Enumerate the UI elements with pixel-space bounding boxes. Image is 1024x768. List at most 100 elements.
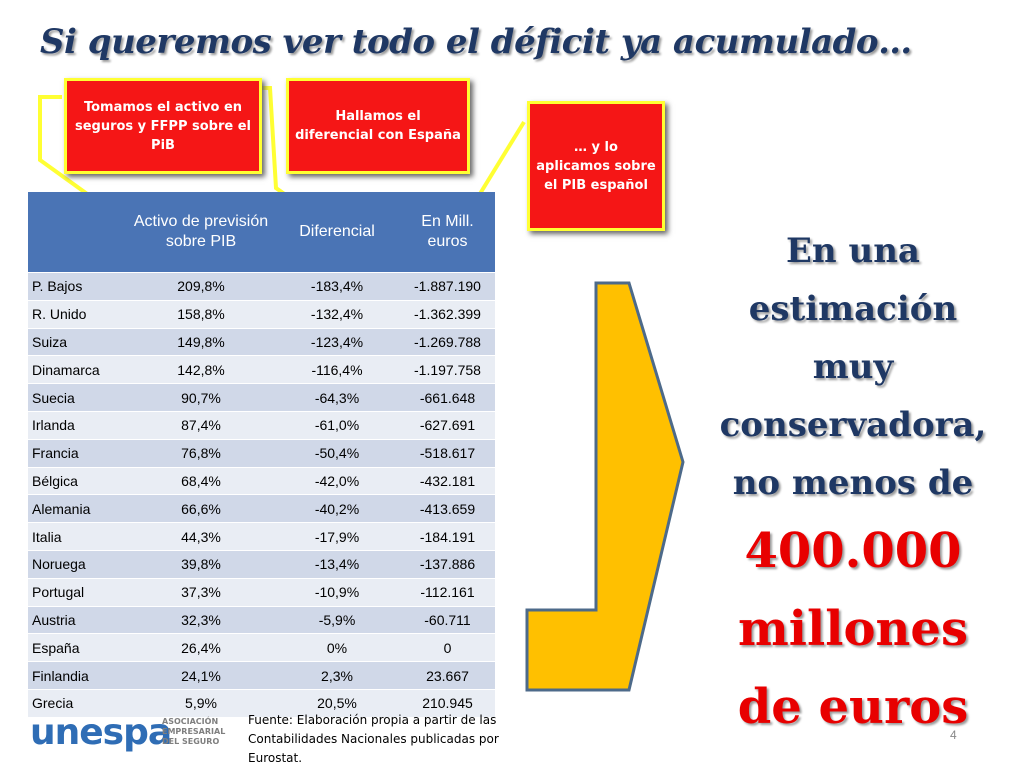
cell-country: Suecia [28,383,128,412]
page-number: 4 [950,728,957,742]
cell-diferencial: 0% [274,633,400,662]
cell-millones: -413.659 [400,494,495,523]
table-row: Portugal 37,3% -10,9% -112.161 [28,577,495,607]
table-row: Finlandia 24,1% 2,3% 23.667 [28,661,495,690]
cell-activo: 66,6% [128,494,274,523]
cell-millones: 0 [400,633,495,662]
table-row: Noruega 39,8% -13,4% -137.886 [28,549,495,579]
table-row: Austria 32,3% -5,9% -60.711 [28,605,495,634]
header-diferencial: Diferencial [274,192,400,273]
cell-millones: -184.191 [400,522,495,551]
cell-activo: 149,8% [128,327,274,356]
conclusion-line-3: muy [812,347,894,387]
table-body: P. Bajos 209,8% -183,4% -1.887.190 R. Unido 1… [28,272,495,717]
table-row: P. Bajos 209,8% -183,4% -1.887.190 [28,272,495,301]
cell-diferencial: -13,4% [274,549,400,579]
callout-activo: Tomamos el activo en seguros y FFPP sobr… [64,78,262,174]
cell-millones: 23.667 [400,661,495,690]
callout-diferencial: Hallamos el diferencial con España [286,78,470,174]
cell-activo: 37,3% [128,577,274,607]
cell-diferencial: 20,5% [274,688,400,717]
unespa-logo: unespa [30,712,172,753]
conclusion-line-5: no menos de [732,463,974,503]
cell-activo: 26,4% [128,633,274,662]
cell-country: Grecia [28,688,128,717]
cell-country: P. Bajos [28,272,128,301]
table-row: Francia 76,8% -50,4% -518.617 [28,438,495,468]
cell-activo: 90,7% [128,383,274,412]
cell-activo: 158,8% [128,299,274,329]
table-row: Grecia 5,9% 20,5% 210.945 [28,688,495,717]
cell-activo: 32,3% [128,605,274,634]
cell-millones: -518.617 [400,438,495,468]
cell-country: Austria [28,605,128,634]
table-row: España 26,4% 0% 0 [28,633,495,662]
cell-country: Dinamarca [28,355,128,384]
header-country [28,192,128,273]
cell-millones: -1.269.788 [400,327,495,356]
header-millones: En Mill. euros [400,192,495,273]
cell-country: R. Unido [28,299,128,329]
table-row: Suiza 149,8% -123,4% -1.269.788 [28,327,495,356]
pension-assets-table: Activo de previsión sobre PIB Diferencia… [28,192,495,717]
conclusion-text: En una estimación muy conservadora, no m… [686,222,1020,746]
cell-millones: -627.691 [400,410,495,440]
cell-country: Irlanda [28,410,128,440]
cell-diferencial: -132,4% [274,299,400,329]
cell-country: Alemania [28,494,128,523]
cell-millones: -137.886 [400,549,495,579]
conclusion-line-2: estimación [748,289,958,329]
cell-millones: -60.711 [400,605,495,634]
cell-activo: 24,1% [128,661,274,690]
cell-millones: -1.887.190 [400,272,495,301]
cell-activo: 68,4% [128,466,274,495]
cell-country: Portugal [28,577,128,607]
slide-title: Si queremos ver todo el déficit ya acumu… [40,22,912,62]
cell-country: Francia [28,438,128,468]
table-row: Irlanda 87,4% -61,0% -627.691 [28,410,495,440]
cell-activo: 76,8% [128,438,274,468]
cell-diferencial: -123,4% [274,327,400,356]
cell-diferencial: -61,0% [274,410,400,440]
amount-line-1: 400.000 [744,523,962,579]
unespa-logo-subtitle: ASOCIACIÓN EMPRESARIAL DEL SEGURO [162,717,226,746]
cell-country: Finlandia [28,661,128,690]
cell-diferencial: 2,3% [274,661,400,690]
cell-millones: -1.197.758 [400,355,495,384]
cell-country: Bélgica [28,466,128,495]
right-arrow-shape [525,281,685,692]
conclusion-line-4: conservadora, [719,405,987,445]
cell-country: Italia [28,522,128,551]
cell-diferencial: -64,3% [274,383,400,412]
table-row: Italia 44,3% -17,9% -184.191 [28,522,495,551]
cell-activo: 87,4% [128,410,274,440]
header-activo: Activo de previsión sobre PIB [128,192,274,273]
cell-activo: 44,3% [128,522,274,551]
cell-diferencial: -5,9% [274,605,400,634]
amount-line-3: de euros [737,679,969,735]
conclusion-line-1: En una [786,231,920,271]
cell-millones: -432.181 [400,466,495,495]
table-row: Dinamarca 142,8% -116,4% -1.197.758 [28,355,495,384]
cell-activo: 39,8% [128,549,274,579]
cell-millones: 210.945 [400,688,495,717]
cell-millones: -661.648 [400,383,495,412]
cell-diferencial: -40,2% [274,494,400,523]
cell-activo: 142,8% [128,355,274,384]
cell-country: Noruega [28,549,128,579]
table-row: Alemania 66,6% -40,2% -413.659 [28,494,495,523]
cell-diferencial: -17,9% [274,522,400,551]
table-row: R. Unido 158,8% -132,4% -1.362.399 [28,299,495,329]
cell-millones: -112.161 [400,577,495,607]
table-header-row: Activo de previsión sobre PIB Diferencia… [28,192,495,273]
cell-diferencial: -116,4% [274,355,400,384]
cell-activo: 209,8% [128,272,274,301]
cell-diferencial: -183,4% [274,272,400,301]
cell-millones: -1.362.399 [400,299,495,329]
cell-diferencial: -42,0% [274,466,400,495]
cell-country: Suiza [28,327,128,356]
cell-diferencial: -50,4% [274,438,400,468]
cell-activo: 5,9% [128,688,274,717]
amount-line-2: millones [738,601,968,657]
